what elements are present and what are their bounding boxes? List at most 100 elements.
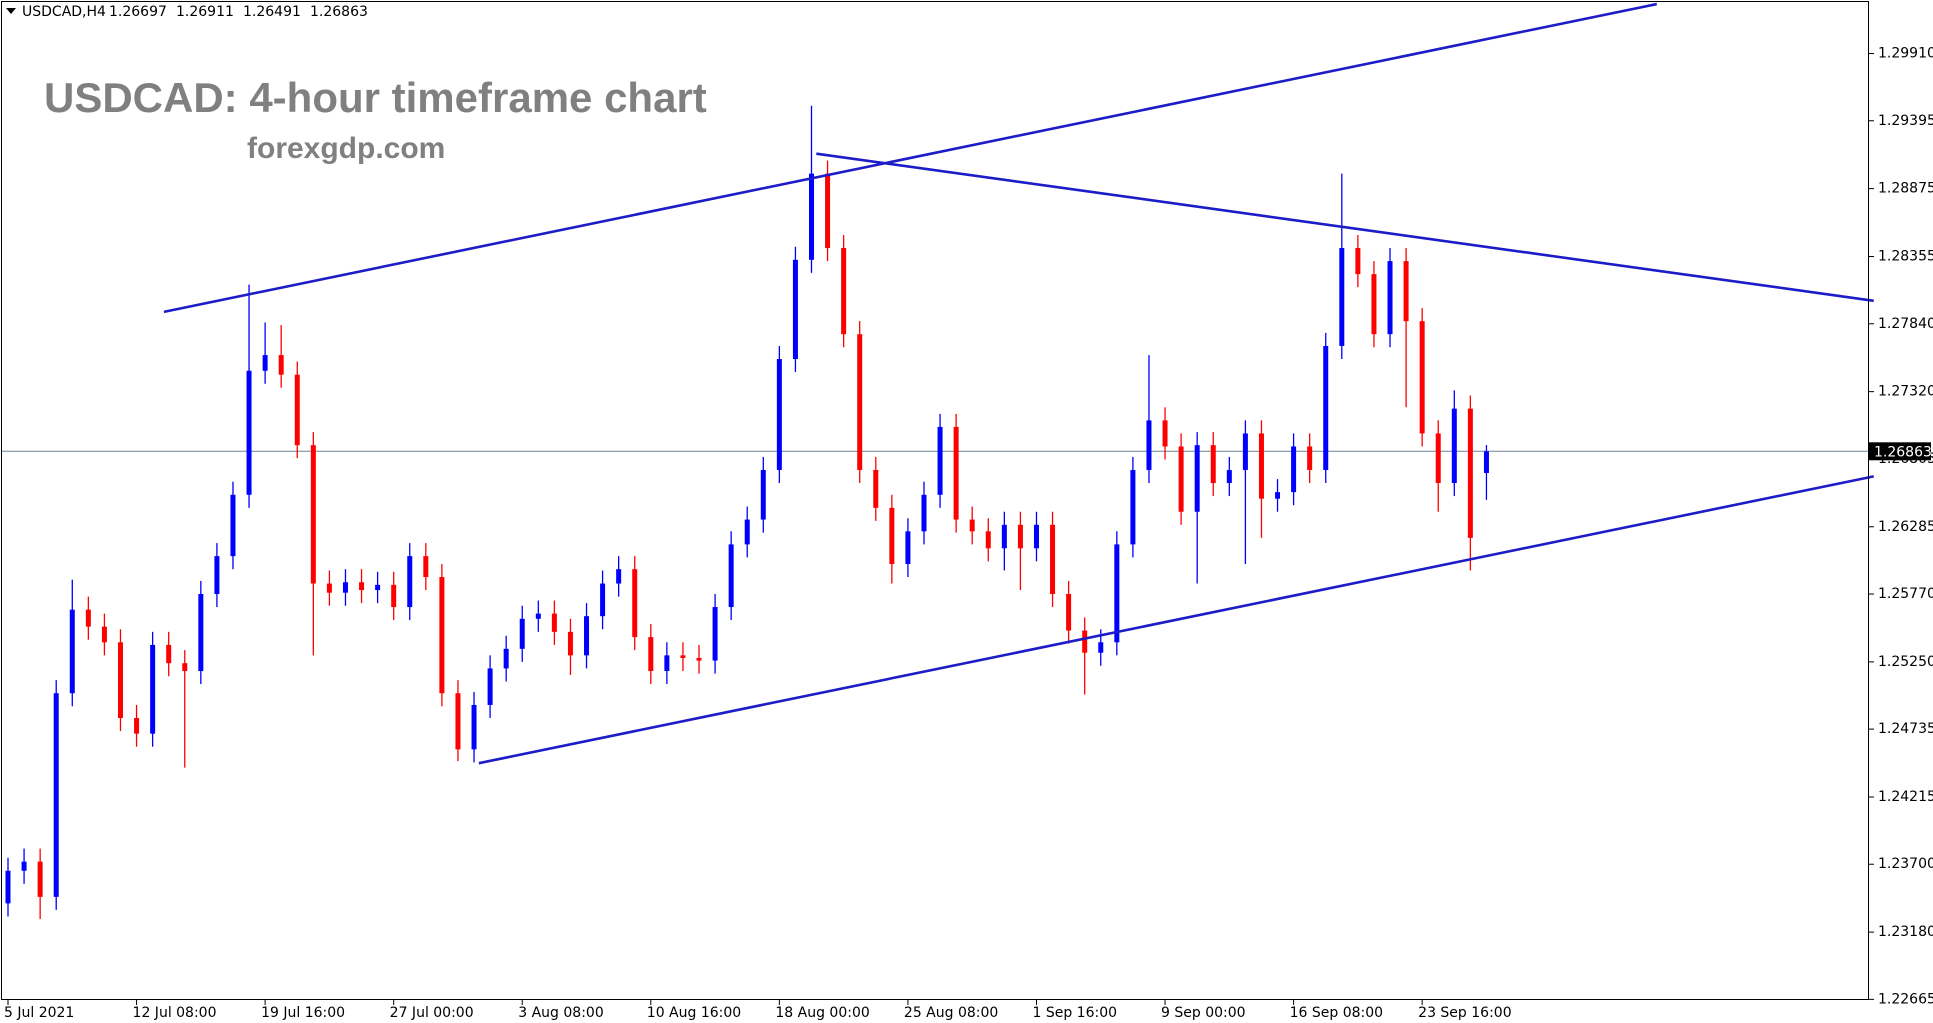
trendline [163, 2, 1658, 314]
candle-body [423, 556, 429, 578]
candle-body [1387, 261, 1393, 335]
trendline [816, 152, 1874, 303]
price-tag-label: 1.26863 [1874, 444, 1932, 460]
ohlc-high: 1.26911 [176, 4, 234, 20]
candle-body [1242, 433, 1248, 470]
menu-arrow[interactable] [6, 8, 16, 14]
chart-title: USDCAD: 4-hour timeframe chart [44, 74, 707, 121]
candle-body [391, 584, 397, 608]
candle-body [632, 569, 638, 638]
candle-body [21, 861, 27, 871]
candle-body [712, 607, 718, 661]
x-tick-label: 25 Aug 08:00 [904, 1005, 998, 1021]
candle-body [921, 494, 927, 532]
candle-body [166, 644, 172, 664]
candle-body [37, 861, 43, 897]
candle-body [792, 259, 798, 360]
candle-body [1082, 630, 1088, 653]
ohlc-open: 1.26697 [109, 4, 167, 20]
candle-body [728, 544, 734, 608]
candle-body [1483, 451, 1489, 473]
candle-body [841, 248, 847, 335]
y-tick-label: 1.27320 [1878, 384, 1933, 400]
candle-body [905, 531, 911, 564]
candle-body [680, 655, 686, 658]
y-tick-label: 1.29910 [1878, 46, 1933, 62]
candle-body [873, 469, 879, 508]
candle-body [616, 569, 622, 584]
candle-body [117, 642, 123, 719]
candle-body [455, 693, 461, 750]
candle-body [744, 519, 750, 545]
candle-body [953, 426, 959, 520]
candle-body [294, 374, 300, 446]
candle-body [809, 173, 814, 260]
candle-body [1258, 433, 1264, 499]
symbol-label: USDCAD,H4 [22, 4, 106, 20]
candle-body [503, 648, 509, 669]
candle-body [600, 583, 606, 617]
candle-body [535, 613, 541, 619]
x-tick-label: 23 Sep 16:00 [1418, 1005, 1511, 1021]
candle-body [664, 655, 670, 672]
candle-body [69, 609, 75, 694]
candle-body [776, 359, 782, 470]
x-tick-label: 3 Aug 08:00 [518, 1005, 604, 1021]
candle-body [1451, 408, 1457, 484]
candle-body [278, 355, 284, 375]
candle-body [230, 494, 236, 557]
candle-body [1017, 524, 1023, 549]
candle-body [101, 626, 107, 643]
candle-body [1114, 544, 1120, 643]
x-tick-label: 1 Sep 16:00 [1032, 1005, 1117, 1021]
candle-body [1146, 420, 1152, 470]
candle-body [471, 704, 477, 750]
candle-body [985, 531, 991, 549]
plot-frame [1, 1, 1869, 1000]
candle-body [1226, 469, 1232, 484]
ohlc-close: 1.26863 [310, 4, 368, 20]
y-tick-label: 1.25770 [1878, 586, 1933, 602]
candle-body [760, 469, 766, 520]
candle-body [969, 519, 975, 532]
candle-body [1098, 642, 1104, 653]
candle-body [1467, 408, 1473, 538]
candle-body [1033, 524, 1039, 549]
x-tick-label: 12 Jul 08:00 [133, 1005, 217, 1021]
ohlc-low: 1.26491 [243, 4, 301, 20]
candle-body [1066, 593, 1072, 631]
x-tick-label: 16 Sep 08:00 [1290, 1005, 1383, 1021]
chart-subtitle: forexgdp.com [247, 132, 445, 165]
x-tick-label: 27 Jul 00:00 [390, 1005, 474, 1021]
candle-body [5, 870, 11, 904]
candle-body [326, 583, 332, 593]
candle-body [1178, 446, 1184, 512]
candle-body [214, 556, 220, 594]
candle-body [584, 616, 590, 656]
candle-body [53, 693, 59, 897]
candle-body [519, 618, 525, 649]
y-tick-label: 1.22665 [1878, 991, 1933, 1007]
candle-body [407, 556, 413, 608]
y-tick-label: 1.29395 [1878, 113, 1933, 129]
candle-body [1162, 420, 1168, 447]
candle-body [1275, 492, 1281, 499]
candle-body [198, 593, 204, 672]
candle-body [1210, 445, 1216, 484]
candle-body [1307, 446, 1313, 470]
x-tick-label: 19 Jul 16:00 [261, 1005, 345, 1021]
candle-body [1291, 446, 1297, 493]
candle-body [262, 355, 268, 371]
candle-body [1371, 274, 1377, 335]
x-tick-label: 10 Aug 16:00 [647, 1005, 741, 1021]
x-tick-label: 18 Aug 00:00 [775, 1005, 869, 1021]
candle-body [889, 507, 895, 564]
candle-body [150, 644, 156, 734]
price-tag [1869, 442, 1931, 461]
candle-body [134, 718, 140, 734]
candle-body [439, 577, 445, 694]
candle-body [1130, 469, 1136, 545]
candle-body [1339, 248, 1345, 346]
